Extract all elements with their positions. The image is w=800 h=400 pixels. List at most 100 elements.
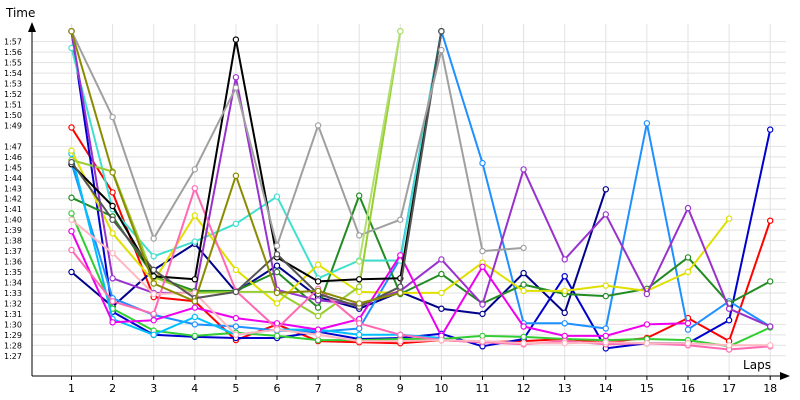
x-axis-arrow: [780, 372, 790, 380]
x-tick-label: 1: [68, 382, 75, 395]
series-line: [70, 230, 689, 337]
data-point: [68, 147, 75, 154]
data-point: [109, 202, 116, 210]
data-point: [191, 313, 198, 321]
data-point: [643, 321, 651, 328]
data-point: [109, 275, 116, 282]
data-point: [314, 287, 322, 295]
x-tick-label: 2: [109, 382, 116, 395]
y-tick-label: 1:32: [4, 299, 22, 308]
data-point: [561, 340, 568, 347]
data-point: [479, 159, 486, 167]
data-point: [273, 242, 281, 249]
data-point: [232, 220, 240, 227]
data-point: [68, 158, 75, 166]
series-17: [68, 28, 527, 255]
series-line: [71, 194, 771, 309]
data-point: [191, 332, 198, 340]
x-tick-label: 6: [274, 382, 281, 395]
data-point: [520, 269, 527, 277]
data-point: [232, 288, 240, 296]
data-point: [684, 340, 692, 347]
data-point: [684, 204, 692, 212]
y-tick-label: 1:43: [4, 184, 22, 193]
data-point: [725, 317, 733, 324]
data-point: [150, 331, 157, 338]
data-point: [273, 300, 281, 307]
x-tick-label: 14: [599, 382, 613, 395]
series-5: [68, 192, 774, 311]
data-point: [602, 211, 610, 218]
data-point: [150, 253, 157, 260]
y-tick-label: 1:45: [4, 163, 22, 172]
data-point: [602, 339, 610, 346]
data-point: [109, 249, 116, 257]
y-tick-label: 1:44: [4, 174, 22, 183]
data-point: [191, 304, 198, 311]
data-point: [150, 235, 157, 242]
data-point: [561, 320, 568, 327]
data-point: [561, 256, 568, 263]
data-point: [479, 301, 486, 308]
data-point: [602, 325, 610, 332]
data-point: [150, 317, 157, 324]
data-point: [767, 342, 774, 349]
data-point: [684, 320, 692, 327]
data-point: [438, 289, 445, 297]
data-point: [602, 282, 610, 289]
data-point: [232, 84, 240, 91]
data-point: [68, 216, 75, 223]
data-point: [479, 263, 486, 270]
data-point: [643, 340, 651, 347]
data-point: [479, 310, 486, 318]
data-point: [479, 247, 486, 255]
y-tick-label: 1:53: [4, 80, 22, 89]
y-tick-label: 1:36: [4, 258, 22, 267]
data-point: [150, 266, 157, 274]
y-tick-label: 1:56: [4, 48, 22, 57]
data-point: [767, 217, 774, 224]
data-point: [68, 210, 75, 217]
y-tick-label: 1:31: [4, 310, 22, 319]
y-tick-label: 1:29: [4, 331, 22, 340]
data-point: [479, 332, 486, 340]
data-point: [602, 292, 610, 300]
data-point: [191, 276, 198, 283]
data-point: [68, 227, 75, 235]
data-point: [356, 283, 363, 290]
data-point: [397, 28, 404, 35]
data-point: [356, 276, 363, 283]
tick-labels: 1:27 1:281:29 1:301:31 1:321:33 1:341:351:36…: [4, 38, 777, 395]
data-point: [232, 323, 240, 330]
data-point: [191, 321, 198, 328]
data-point: [438, 336, 445, 344]
data-point: [191, 185, 198, 192]
data-point: [356, 337, 363, 345]
y-tick-label: 1:34: [4, 278, 22, 287]
data-point: [150, 290, 157, 298]
x-tick-label: 17: [722, 382, 736, 395]
data-point: [191, 238, 198, 245]
data-point: [232, 266, 240, 274]
data-point: [109, 216, 116, 223]
y-tick-label: 1:37: [4, 247, 22, 256]
data-point: [684, 254, 692, 261]
data-point: [643, 120, 651, 127]
data-point: [561, 309, 568, 316]
data-point: [684, 326, 692, 333]
x-tick-label: 15: [640, 382, 654, 395]
data-point: [356, 325, 363, 332]
data-point: [314, 297, 322, 304]
x-tick-label: 13: [558, 382, 572, 395]
x-tick-label: 7: [315, 382, 322, 395]
y-tick-label: 1:46: [4, 153, 22, 162]
series-line: [70, 31, 443, 280]
y-tick-label: 1:42: [4, 195, 22, 204]
data-point: [397, 337, 404, 345]
data-point: [273, 250, 281, 258]
y-tick-label: 1:30: [4, 320, 22, 329]
data-point: [479, 337, 486, 345]
y-tick-label: 1:39: [4, 226, 22, 235]
data-point: [273, 268, 281, 276]
